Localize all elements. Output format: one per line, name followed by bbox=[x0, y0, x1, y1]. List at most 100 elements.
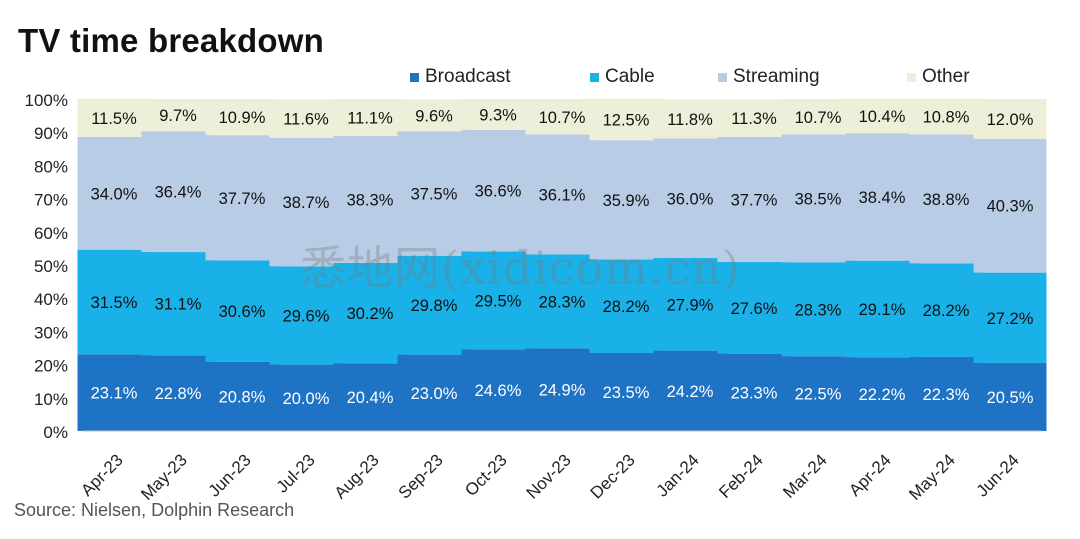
data-label-streaming: 37.7% bbox=[731, 191, 778, 209]
data-label-broadcast: 20.4% bbox=[347, 389, 394, 407]
y-tick-label: 90% bbox=[34, 124, 68, 143]
bar-broadcast bbox=[845, 357, 919, 431]
x-tick-label: Nov-23 bbox=[523, 450, 575, 502]
bar-broadcast bbox=[461, 349, 535, 431]
data-label-streaming: 38.3% bbox=[347, 191, 394, 209]
bar-streaming bbox=[525, 134, 599, 255]
bar-broadcast bbox=[333, 363, 407, 431]
data-label-streaming: 36.1% bbox=[539, 186, 586, 204]
bar-streaming bbox=[973, 138, 1047, 273]
data-label-streaming: 36.6% bbox=[475, 183, 522, 201]
bar-other bbox=[461, 99, 535, 130]
data-label-other: 10.8% bbox=[923, 109, 970, 127]
data-label-other: 11.1% bbox=[347, 109, 393, 127]
legend-swatch bbox=[590, 72, 599, 82]
bar-streaming bbox=[589, 140, 663, 260]
data-label-cable: 30.2% bbox=[347, 305, 394, 323]
data-label-streaming: 36.4% bbox=[155, 184, 202, 202]
y-tick-label: 80% bbox=[34, 157, 68, 176]
data-label-broadcast: 23.1% bbox=[91, 385, 138, 403]
x-tick-label: Jun-24 bbox=[973, 450, 1023, 500]
legend-swatch bbox=[410, 72, 419, 82]
data-label-streaming: 36.0% bbox=[667, 190, 714, 208]
x-tick-label: May-24 bbox=[905, 450, 959, 504]
bar-streaming bbox=[461, 129, 535, 252]
bar-streaming bbox=[845, 133, 919, 261]
data-label-broadcast: 24.2% bbox=[667, 383, 714, 401]
bar-streaming bbox=[141, 131, 215, 253]
bar-other bbox=[589, 98, 663, 141]
data-label-broadcast: 24.9% bbox=[539, 382, 586, 400]
data-label-other: 10.4% bbox=[859, 108, 906, 126]
bar-streaming bbox=[397, 131, 471, 256]
y-tick-label: 10% bbox=[34, 390, 68, 409]
data-label-cable: 29.6% bbox=[283, 307, 330, 325]
bar-streaming bbox=[653, 138, 727, 259]
bar-cable bbox=[909, 263, 983, 357]
bar-streaming bbox=[269, 137, 343, 267]
data-label-streaming: 37.7% bbox=[219, 190, 266, 208]
data-label-broadcast: 22.8% bbox=[155, 385, 202, 403]
data-label-other: 10.7% bbox=[539, 109, 586, 127]
x-tick-label: Jan-24 bbox=[653, 450, 703, 500]
bar-cable bbox=[525, 254, 599, 349]
bar-cable bbox=[653, 258, 727, 351]
data-label-broadcast: 24.6% bbox=[475, 382, 522, 400]
data-label-other: 11.3% bbox=[731, 110, 777, 128]
data-label-broadcast: 23.5% bbox=[603, 384, 650, 402]
bar-other bbox=[781, 99, 855, 135]
data-label-cable: 28.2% bbox=[603, 298, 650, 316]
bar-other bbox=[141, 99, 215, 132]
bar-cable bbox=[781, 262, 855, 357]
x-tick-label: May-23 bbox=[137, 450, 191, 504]
legend-label: Other bbox=[922, 66, 970, 87]
y-tick-label: 100% bbox=[25, 91, 68, 110]
bar-cable bbox=[141, 252, 215, 356]
bar-other bbox=[397, 99, 471, 132]
data-label-other: 10.9% bbox=[219, 109, 266, 127]
data-label-broadcast: 20.8% bbox=[219, 388, 266, 406]
x-tick-label: Feb-24 bbox=[715, 450, 767, 502]
y-tick-label: 0% bbox=[43, 423, 68, 442]
x-tick-label: Sep-23 bbox=[395, 450, 447, 502]
legend-item-other: Other bbox=[907, 66, 970, 88]
bar-streaming bbox=[77, 136, 151, 250]
data-label-streaming: 35.9% bbox=[603, 192, 650, 210]
data-label-streaming: 34.0% bbox=[91, 185, 138, 203]
legend-swatch bbox=[907, 72, 916, 82]
data-label-streaming: 38.7% bbox=[283, 194, 330, 212]
bar-other bbox=[973, 99, 1047, 139]
bar-broadcast bbox=[141, 355, 215, 431]
data-label-cable: 31.1% bbox=[155, 296, 202, 314]
data-label-broadcast: 20.5% bbox=[987, 389, 1034, 407]
bar-cable bbox=[589, 259, 663, 353]
data-label-broadcast: 23.3% bbox=[731, 384, 778, 402]
data-label-cable: 31.5% bbox=[91, 294, 138, 312]
legend-item-broadcast: Broadcast bbox=[410, 66, 511, 88]
bar-cable bbox=[397, 255, 471, 355]
bar-broadcast bbox=[973, 362, 1047, 431]
bar-cable bbox=[845, 260, 919, 358]
data-label-other: 9.3% bbox=[479, 106, 517, 124]
y-tick-label: 60% bbox=[34, 224, 68, 243]
chart-title: TV time breakdown bbox=[18, 22, 324, 59]
x-tick-label: Apr-23 bbox=[77, 450, 127, 500]
data-label-other: 12.0% bbox=[987, 111, 1034, 129]
y-tick-label: 20% bbox=[34, 357, 68, 376]
data-label-cable: 27.6% bbox=[731, 300, 778, 318]
bar-other bbox=[525, 99, 599, 135]
x-tick-label: Jul-23 bbox=[273, 450, 319, 496]
bar-broadcast bbox=[525, 348, 599, 431]
bar-other bbox=[717, 99, 791, 137]
bar-other bbox=[653, 99, 727, 139]
bar-cable bbox=[973, 272, 1047, 363]
bar-other bbox=[205, 99, 279, 136]
y-tick-label: 40% bbox=[34, 290, 68, 309]
bar-cable bbox=[205, 260, 279, 362]
x-tick-label: Aug-23 bbox=[331, 450, 383, 502]
bar-broadcast bbox=[717, 353, 791, 431]
bar-cable bbox=[77, 249, 151, 355]
data-label-other: 9.6% bbox=[415, 107, 453, 125]
data-label-other: 11.8% bbox=[667, 111, 713, 129]
data-label-streaming: 40.3% bbox=[987, 198, 1034, 216]
